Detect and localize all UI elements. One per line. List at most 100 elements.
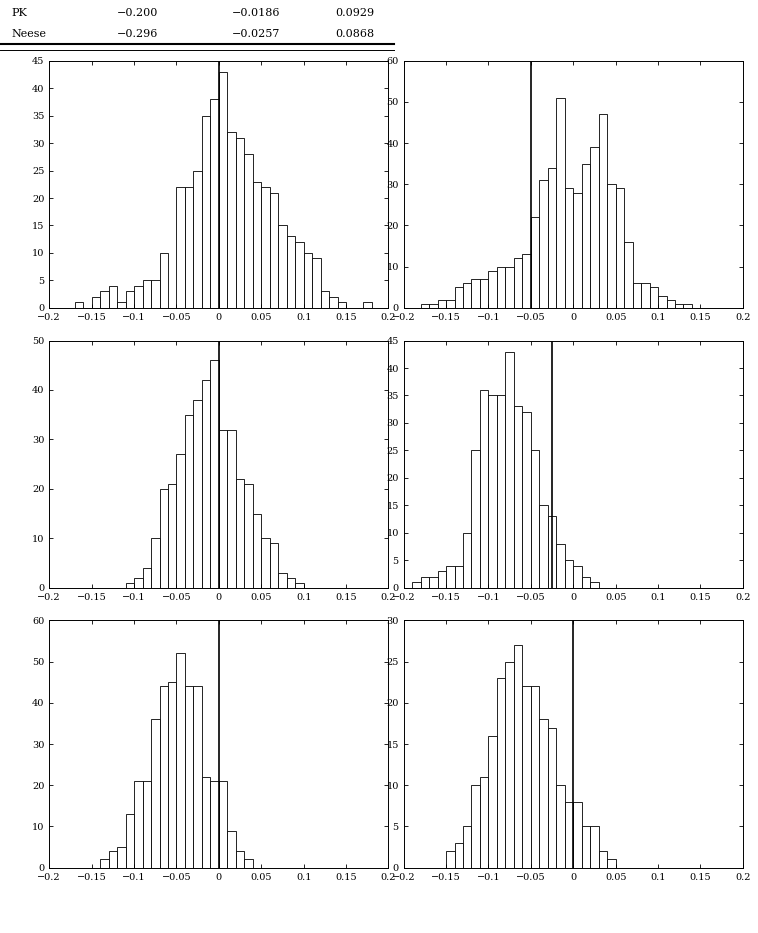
Bar [539,506,548,588]
Bar [556,98,565,308]
Bar [531,687,540,868]
Bar [573,192,581,308]
Bar [159,489,168,588]
Bar [227,830,236,868]
Bar [287,578,295,588]
Bar [506,661,514,868]
Bar [565,561,573,588]
Bar [193,400,202,588]
Bar [607,859,615,868]
Bar [633,284,641,308]
Bar [159,253,168,308]
Bar [134,781,143,868]
Bar [151,538,159,588]
Bar [497,267,506,308]
Bar [244,859,252,868]
Bar [514,258,522,308]
Bar [126,291,134,308]
Text: −0.296: −0.296 [117,29,158,38]
Bar [615,188,624,308]
Bar [556,544,565,588]
Bar [599,114,607,308]
Bar [624,242,633,308]
Bar [126,583,134,588]
Bar [488,271,497,308]
Bar [219,781,227,868]
Text: Neese: Neese [12,29,47,38]
Bar [497,396,506,588]
Bar [219,72,227,308]
Bar [270,543,278,588]
Bar [159,687,168,868]
Bar [684,304,692,308]
Bar [573,801,581,868]
Bar [531,451,540,588]
Bar [211,781,219,868]
Bar [666,299,675,308]
Bar [236,479,244,588]
Bar [548,168,556,308]
Bar [446,299,455,308]
Bar [471,786,480,868]
Bar [270,192,278,308]
Bar [244,154,252,308]
Bar [329,297,337,308]
Bar [429,577,437,588]
Bar [295,583,304,588]
Bar [193,171,202,308]
Bar [211,360,219,588]
Bar [463,827,471,868]
Bar [531,217,540,308]
Text: PK: PK [12,7,28,18]
Bar [641,284,650,308]
Bar [506,267,514,308]
Bar [455,843,463,868]
Bar [437,571,446,588]
Text: −0.0186: −0.0186 [232,7,280,18]
Bar [658,296,666,308]
Text: 0.0868: 0.0868 [335,29,374,38]
Bar [556,786,565,868]
Bar [75,302,83,308]
Bar [185,687,193,868]
Bar [193,687,202,868]
Bar [463,284,471,308]
Text: −0.200: −0.200 [117,7,158,18]
Bar [455,565,463,588]
Bar [573,565,581,588]
Bar [244,484,252,588]
Text: 0.0929: 0.0929 [335,7,374,18]
Bar [421,577,429,588]
Bar [480,390,488,588]
Bar [262,187,270,308]
Bar [168,682,177,868]
Bar [480,279,488,308]
Bar [548,516,556,588]
Bar [202,777,211,868]
Bar [287,236,295,308]
Bar [590,827,599,868]
Bar [252,513,262,588]
Bar [514,407,522,588]
Bar [437,299,446,308]
Bar [236,851,244,868]
Bar [202,116,211,308]
Bar [548,728,556,868]
Bar [539,180,548,308]
Bar [304,253,312,308]
Bar [581,827,590,868]
Bar [337,302,346,308]
Bar [117,302,126,308]
Bar [185,414,193,588]
Bar [514,646,522,868]
Bar [126,815,134,868]
Bar [455,287,463,308]
Bar [446,851,455,868]
Bar [100,291,108,308]
Bar [134,285,143,308]
Bar [262,538,270,588]
Text: −0.0257: −0.0257 [232,29,280,38]
Bar [236,137,244,308]
Bar [227,132,236,308]
Bar [151,719,159,868]
